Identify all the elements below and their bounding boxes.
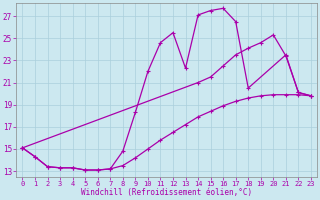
X-axis label: Windchill (Refroidissement éolien,°C): Windchill (Refroidissement éolien,°C) xyxy=(81,188,252,197)
